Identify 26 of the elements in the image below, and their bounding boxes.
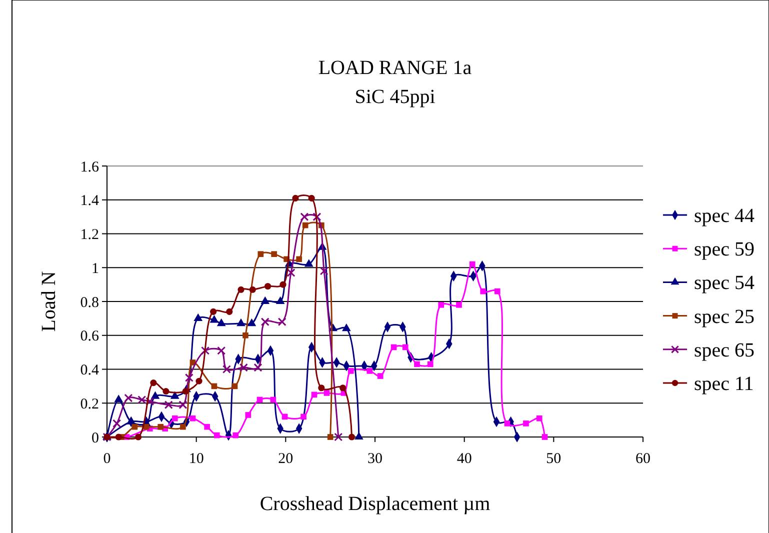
y-tick-label: 1.4 [80, 193, 100, 210]
y-tick-label: 1.2 [80, 227, 99, 243]
x-tick-label: 0 [103, 451, 111, 467]
x-tick-label: 30 [368, 451, 382, 467]
x-tick-label: 50 [546, 451, 562, 467]
legend-label: spec 25 [694, 306, 755, 328]
legend-label: spec 59 [694, 238, 755, 261]
x-tick-label: 60 [636, 451, 650, 467]
y-axis-title: Load N [38, 271, 60, 332]
chart-title: LOAD RANGE 1a [318, 57, 472, 79]
y-tick-label: 0.8 [80, 294, 99, 311]
x-tick-label: 20 [278, 451, 294, 467]
legend-label: spec 44 [694, 205, 755, 227]
y-tick-label: 1 [92, 260, 99, 277]
y-tick-label: 0.6 [80, 328, 100, 345]
chart-subtitle: SiC 45ppi [354, 86, 436, 108]
x-tick-label: 10 [188, 451, 204, 467]
y-tick-label: 0.4 [80, 362, 100, 378]
y-tick-label: 1.6 [80, 159, 100, 176]
legend-label: spec 65 [694, 339, 755, 362]
x-tick-label: 40 [456, 451, 472, 467]
x-axis-title: Crosshead Displacement µm [260, 493, 491, 515]
y-tick-label: 0.2 [80, 396, 99, 412]
legend-label: spec 11 [694, 373, 754, 395]
y-tick-label: 0 [92, 430, 99, 446]
legend-label: spec 54 [694, 272, 755, 294]
